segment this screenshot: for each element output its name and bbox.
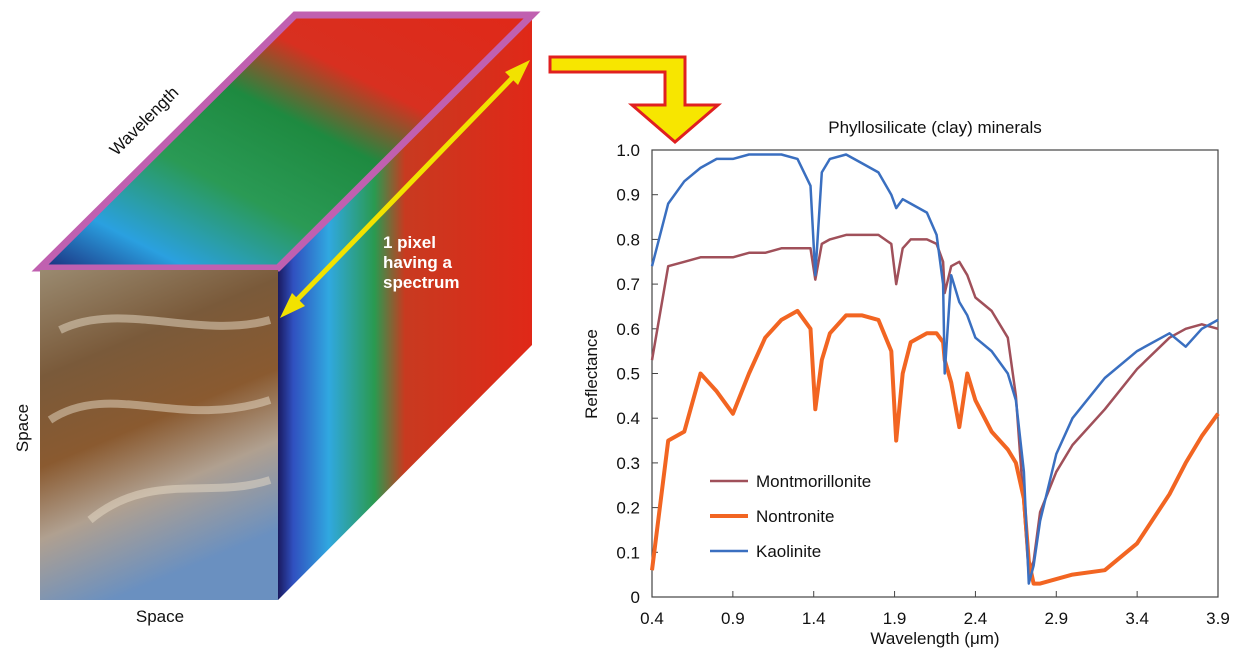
- legend-label: Nontronite: [756, 507, 834, 526]
- pixel-arrow: [290, 70, 520, 307]
- y-axis-title: Reflectance: [582, 329, 601, 419]
- y-tick-label: 0.2: [616, 499, 640, 518]
- arrow-head: [280, 293, 305, 318]
- y-tick-label: 0.3: [616, 454, 640, 473]
- pixel-label: spectrum: [383, 273, 460, 292]
- y-tick-label: 0: [631, 588, 640, 607]
- pixel-label: having a: [383, 253, 453, 272]
- x-tick-label: 1.9: [883, 609, 907, 628]
- x-tick-label: 1.4: [802, 609, 826, 628]
- chart-title: Phyllosilicate (clay) minerals: [828, 118, 1042, 137]
- x-tick-label: 0.4: [640, 609, 664, 628]
- x-tick-label: 2.9: [1044, 609, 1068, 628]
- bottom-label: Space: [136, 607, 184, 626]
- y-tick-label: 0.7: [616, 275, 640, 294]
- x-tick-label: 0.9: [721, 609, 745, 628]
- terrain: [47, 314, 272, 524]
- legend-label: Montmorillonite: [756, 472, 871, 491]
- y-tick-label: 0.4: [616, 409, 640, 428]
- x-tick-label: 3.9: [1206, 609, 1230, 628]
- arrow-head: [505, 60, 530, 85]
- y-tick-label: 0.8: [616, 230, 640, 249]
- x-tick-label: 2.4: [964, 609, 988, 628]
- y-tick-label: 0.5: [616, 365, 640, 384]
- y-tick-label: 0.1: [616, 543, 640, 562]
- x-axis-title: Wavelength (μm): [870, 629, 999, 648]
- left-label: Space: [13, 404, 32, 452]
- series-line: [650, 153, 1219, 585]
- series-line: [650, 308, 1220, 586]
- cube: Wavelength Space Space 1 pixel having a …: [13, 11, 723, 626]
- x-tick-label: 3.4: [1125, 609, 1149, 628]
- pixel-label: 1 pixel: [383, 233, 436, 252]
- cube-side: [278, 18, 532, 600]
- series-line: [650, 233, 1219, 576]
- y-tick-label: 0.9: [616, 186, 640, 205]
- flow-arrow: [548, 55, 723, 144]
- y-tick-label: 1.0: [616, 141, 640, 160]
- legend-label: Kaolinite: [756, 542, 821, 561]
- y-tick-label: 0.6: [616, 320, 640, 339]
- cube-top: [31, 11, 541, 272]
